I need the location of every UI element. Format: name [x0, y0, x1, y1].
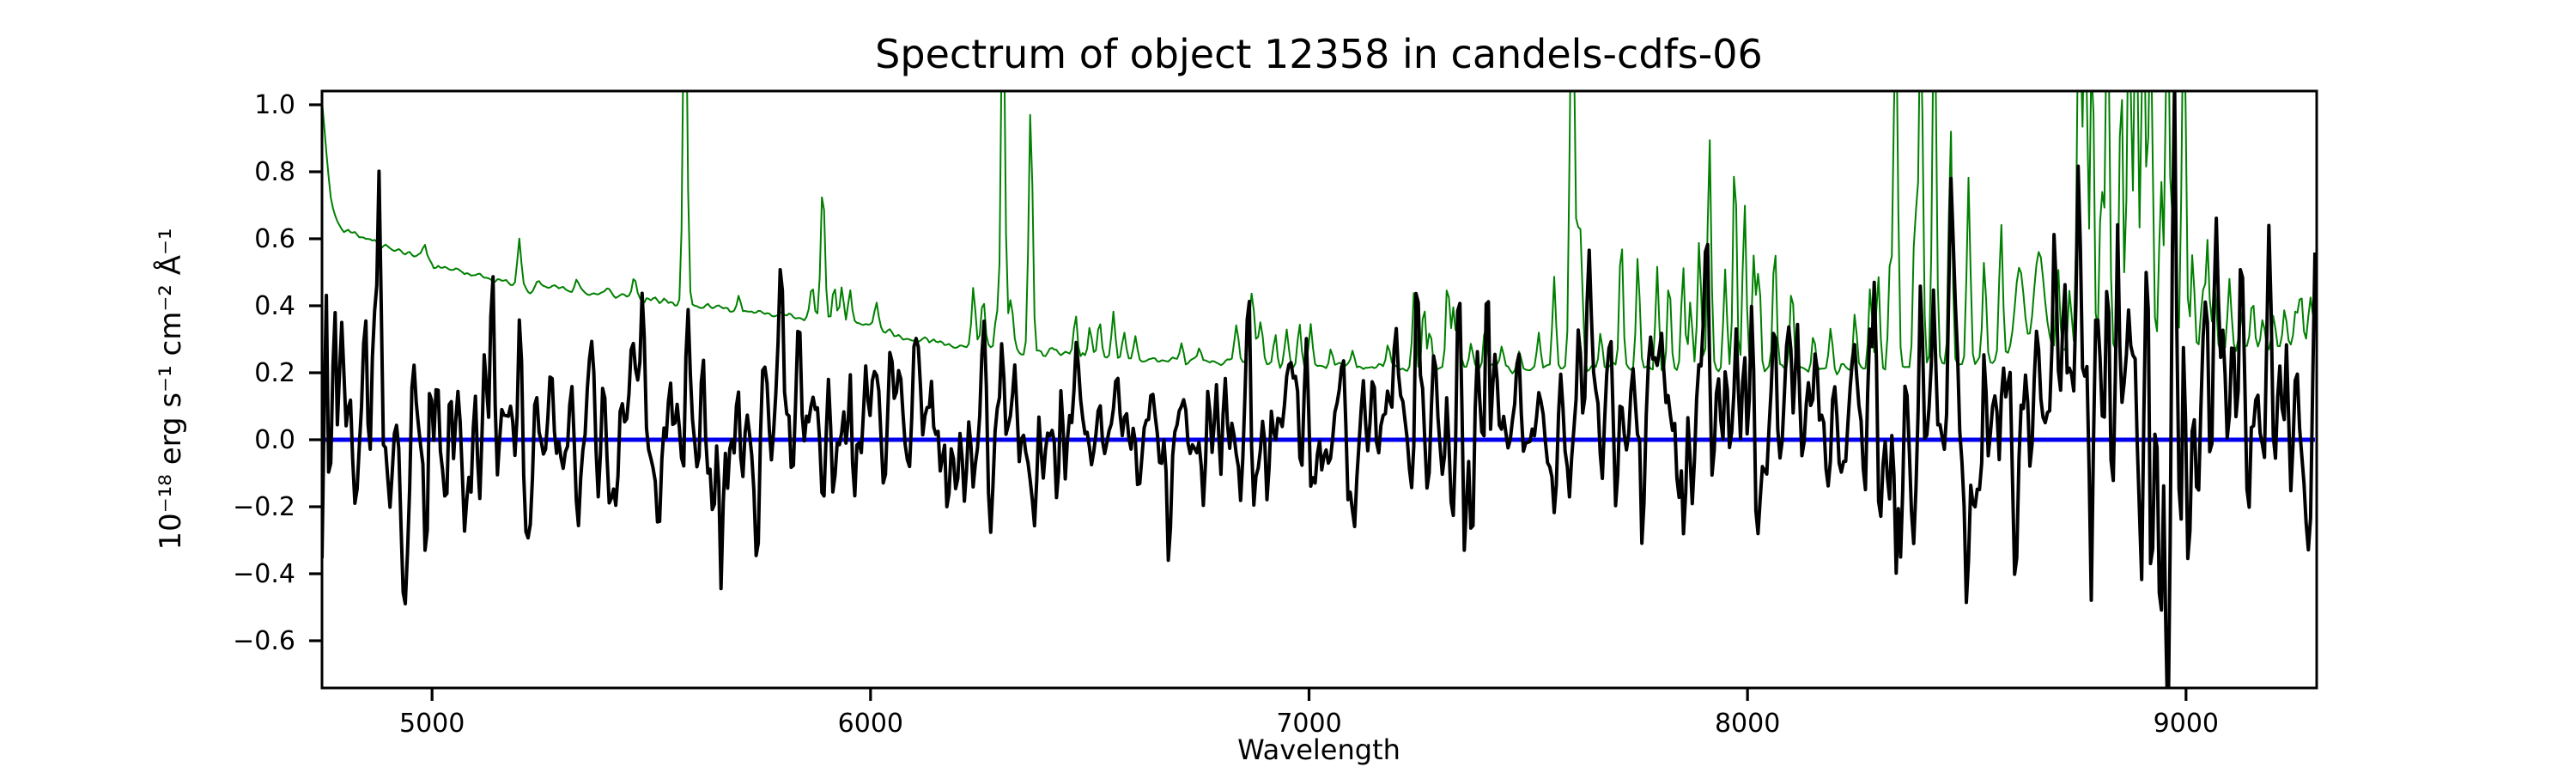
y-tick-label: 0.2	[254, 358, 295, 388]
object-flux-spectrum-line	[322, 91, 2317, 688]
y-tick-label: 0.8	[254, 157, 295, 187]
y-tick-label: 1.0	[254, 90, 295, 120]
y-tick-label: −0.6	[233, 626, 295, 656]
plot-title: Spectrum of object 12358 in candels-cdfs…	[875, 31, 1763, 77]
y-tick-label: 0.0	[254, 425, 295, 455]
x-tick-label: 6000	[838, 709, 903, 739]
y-tick-label: −0.4	[233, 559, 295, 589]
x-tick-label: 7000	[1276, 709, 1341, 739]
x-tick-label: 8000	[1715, 709, 1780, 739]
x-tick-label: 9000	[2154, 709, 2219, 739]
x-tick-label: 5000	[399, 709, 465, 739]
plot-data-area	[322, 91, 2317, 688]
y-axis-label: 10⁻¹⁸ erg s⁻¹ cm⁻² Å⁻¹	[154, 228, 188, 551]
y-tick-label: −0.2	[233, 492, 295, 522]
axes-spines	[320, 89, 2318, 690]
y-tick-label: 0.6	[254, 224, 295, 254]
y-tick-label: 0.4	[254, 291, 295, 321]
noise-sky-spectrum-line	[322, 91, 2316, 375]
x-axis-label: Wavelength	[1237, 733, 1400, 766]
